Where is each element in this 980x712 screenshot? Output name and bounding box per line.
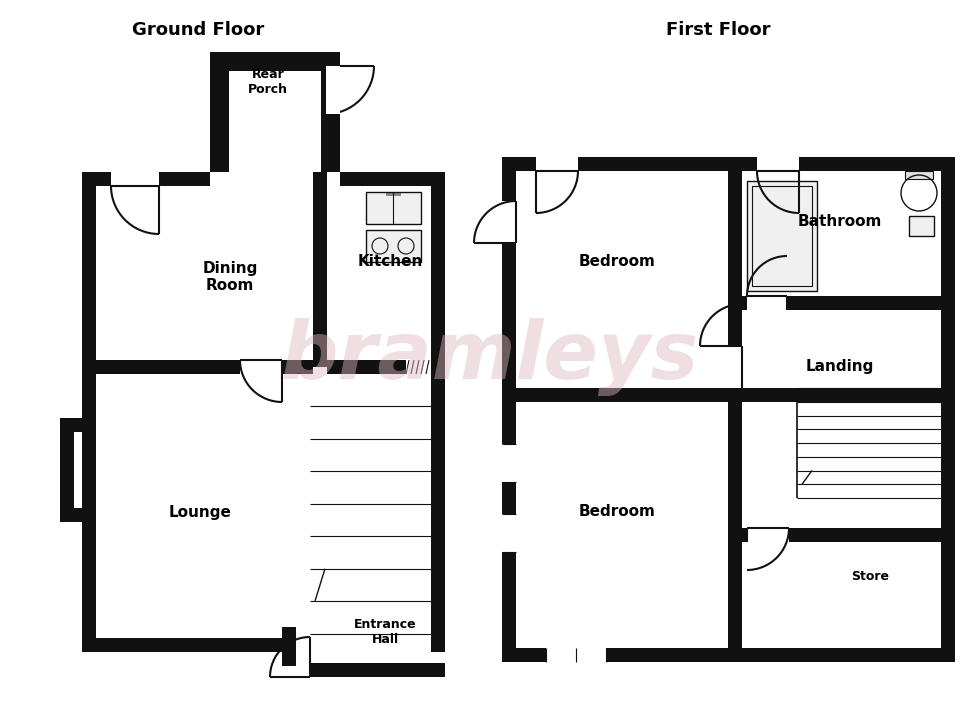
Bar [905, 171, 933, 179]
Bar [326, 52, 340, 172]
Bar [747, 296, 787, 310]
Text: Entrance
Hall: Entrance Hall [354, 618, 416, 646]
Bar [111, 172, 159, 186]
Bar [431, 638, 445, 652]
Text: First Floor: First Floor [665, 21, 770, 39]
Bar [728, 388, 742, 662]
Text: Landing: Landing [806, 360, 874, 375]
Bar [752, 186, 812, 286]
Bar [941, 157, 955, 662]
Bar [747, 181, 817, 291]
Bar [502, 268, 516, 283]
Bar [728, 296, 955, 310]
Text: bramleys: bramleys [281, 318, 699, 396]
Bar [502, 514, 516, 552]
Bar [386, 193, 401, 196]
Bar [282, 360, 313, 374]
Text: Bedroom: Bedroom [578, 254, 656, 270]
Bar [728, 157, 742, 662]
Bar [516, 388, 728, 402]
Bar [210, 52, 340, 66]
Bar [905, 171, 933, 179]
Bar [728, 346, 742, 388]
Bar [502, 157, 955, 171]
Bar [747, 181, 817, 291]
Bar [742, 528, 941, 542]
Bar [502, 201, 516, 243]
Bar [742, 388, 941, 402]
Bar [82, 172, 210, 186]
Bar [431, 172, 445, 652]
Bar [82, 638, 296, 652]
Bar [321, 71, 326, 172]
Bar [502, 157, 516, 662]
Bar [747, 528, 789, 542]
Bar [60, 418, 74, 522]
Bar [546, 648, 606, 662]
Bar [326, 66, 340, 116]
Bar [60, 418, 82, 432]
Bar [96, 360, 240, 374]
Bar [366, 230, 421, 262]
Bar [296, 637, 310, 677]
Bar [909, 216, 934, 236]
Text: Rear
Porch: Rear Porch [248, 68, 288, 96]
Text: Bathroom: Bathroom [798, 214, 882, 229]
Text: Dining
Room: Dining Room [202, 261, 258, 293]
Bar [366, 192, 421, 224]
Text: Lounge: Lounge [169, 505, 231, 520]
Bar [296, 652, 310, 677]
Bar [757, 157, 799, 171]
Bar [502, 444, 516, 482]
Bar [326, 66, 340, 114]
Bar [224, 66, 326, 71]
Bar [296, 663, 445, 677]
Bar [313, 172, 327, 367]
Text: Store: Store [851, 570, 889, 584]
Text: Kitchen: Kitchen [358, 254, 422, 270]
Bar [909, 216, 934, 236]
Bar [366, 192, 421, 224]
Bar [728, 157, 742, 402]
Bar [327, 360, 406, 374]
Bar [340, 172, 445, 186]
Bar [536, 157, 578, 171]
Bar [82, 172, 96, 652]
Bar [282, 627, 296, 666]
Bar [502, 648, 955, 662]
Bar [224, 71, 229, 172]
Bar [210, 52, 224, 172]
Bar [366, 230, 421, 262]
Text: Ground Floor: Ground Floor [132, 21, 265, 39]
Bar [60, 508, 82, 522]
Text: Bedroom: Bedroom [578, 505, 656, 520]
